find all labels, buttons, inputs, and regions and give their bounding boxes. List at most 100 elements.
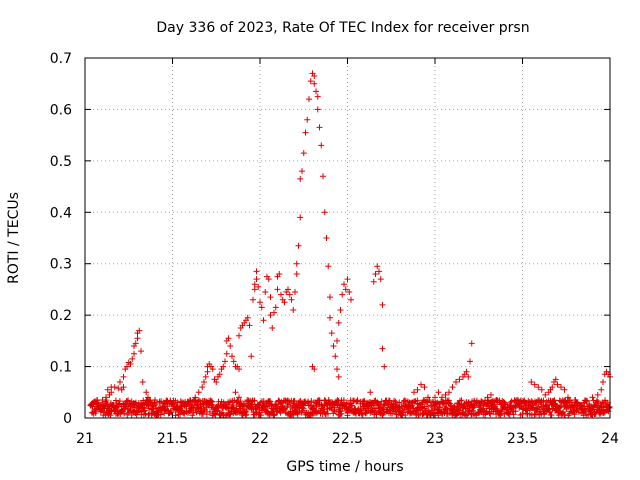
data-point	[435, 412, 442, 419]
data-point	[468, 340, 475, 347]
data-point	[297, 214, 304, 221]
data-point	[138, 348, 144, 355]
data-point	[300, 150, 307, 157]
x-tick-label: 23.5	[507, 431, 538, 447]
data-point	[309, 405, 316, 412]
data-point	[354, 397, 361, 404]
data-point	[189, 412, 196, 419]
data-point	[338, 410, 345, 417]
data-point	[314, 106, 321, 113]
data-point	[475, 399, 482, 406]
data-point	[377, 276, 384, 283]
data-point	[463, 412, 470, 419]
data-point	[335, 373, 342, 380]
data-point	[90, 399, 97, 406]
data-point	[561, 386, 568, 393]
data-point	[292, 289, 298, 295]
y-axis-label: ROTI / TECUs	[6, 192, 22, 284]
data-point	[346, 289, 353, 295]
data-point	[286, 291, 293, 298]
data-point	[449, 384, 456, 391]
data-point	[236, 394, 242, 401]
data-point	[426, 397, 433, 404]
data-point	[290, 307, 297, 313]
data-point	[411, 389, 417, 396]
data-point	[267, 398, 274, 405]
data-point	[100, 405, 107, 412]
data-point	[99, 397, 106, 403]
data-point	[488, 391, 494, 398]
data-point	[242, 412, 249, 419]
data-point	[154, 412, 161, 419]
data-point	[131, 350, 137, 357]
data-point	[226, 411, 233, 418]
data-point	[593, 397, 600, 404]
data-points	[87, 70, 613, 419]
data-point	[446, 389, 452, 396]
data-point	[230, 358, 237, 365]
data-point	[178, 399, 185, 406]
data-point	[265, 276, 272, 283]
data-point	[458, 397, 465, 404]
data-point	[380, 410, 387, 417]
grid-lines	[85, 58, 610, 418]
data-point	[201, 379, 207, 385]
data-point	[209, 366, 216, 373]
y-tick-label: 0.1	[50, 360, 72, 376]
data-point	[589, 394, 596, 401]
y-tick-label: 0.5	[50, 154, 72, 170]
data-point	[168, 409, 175, 416]
data-point	[152, 397, 158, 403]
data-point	[160, 399, 167, 406]
data-point	[116, 398, 123, 405]
data-point	[299, 168, 305, 175]
data-point	[535, 384, 542, 391]
data-point	[341, 281, 347, 288]
data-point	[236, 366, 242, 373]
data-point	[193, 409, 200, 416]
data-point	[125, 397, 132, 404]
plot-frame	[84, 57, 611, 419]
data-point	[127, 361, 134, 367]
data-point	[361, 397, 368, 404]
data-point	[456, 397, 463, 404]
data-point	[202, 373, 209, 380]
data-point	[124, 363, 130, 370]
data-point	[453, 379, 459, 385]
tick-labels: 21 21.5 22 22.5 23 23.5 24 0 0.1 0.2 0.3 0.4 0.5 0.6 0…	[50, 51, 619, 447]
data-point	[94, 397, 101, 403]
data-point	[134, 335, 141, 342]
data-point	[257, 299, 263, 306]
data-point	[232, 389, 239, 396]
data-point	[372, 271, 379, 277]
data-point	[370, 278, 377, 285]
data-point	[260, 317, 267, 324]
data-point	[223, 350, 230, 357]
data-point	[276, 271, 283, 277]
data-point	[425, 394, 431, 401]
data-point	[242, 402, 249, 409]
y-tick-label: 0.6	[50, 102, 72, 118]
y-tick-label: 0.4	[50, 205, 72, 221]
data-point	[467, 358, 473, 365]
data-point	[120, 373, 127, 380]
x-tick-label: 21.5	[157, 431, 188, 447]
data-point	[253, 276, 260, 283]
data-point	[258, 304, 265, 311]
x-tick-label: 21	[76, 431, 94, 447]
data-point	[206, 408, 213, 415]
data-point	[195, 389, 202, 396]
data-point	[432, 394, 438, 401]
y-tick-label: 0	[63, 411, 72, 427]
data-point	[220, 363, 227, 370]
data-point	[493, 397, 500, 403]
data-point	[117, 379, 123, 385]
data-point	[311, 73, 318, 79]
data-point	[297, 175, 304, 182]
x-tick-label: 22	[251, 431, 269, 447]
data-point	[314, 93, 321, 100]
data-point	[157, 411, 164, 418]
data-point	[321, 209, 328, 216]
data-point	[199, 384, 206, 391]
data-point	[172, 412, 179, 419]
